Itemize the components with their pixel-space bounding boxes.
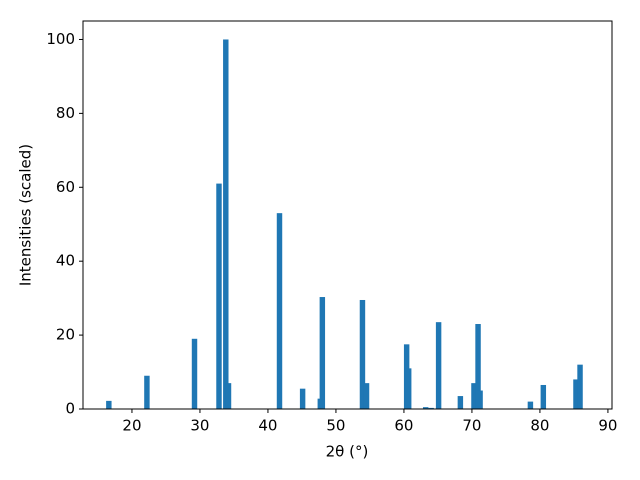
- bar: [573, 379, 579, 409]
- bar: [540, 384, 547, 409]
- bar: [457, 396, 464, 409]
- x-tick-label: 80: [530, 417, 549, 435]
- bar: [299, 388, 306, 409]
- x-tick-label: 50: [326, 417, 345, 435]
- bar: [577, 364, 583, 409]
- bar: [276, 213, 283, 409]
- x-tick-label: 60: [394, 417, 413, 435]
- y-tick-label: 0: [65, 400, 75, 418]
- bar: [471, 383, 477, 409]
- bar: [223, 39, 229, 409]
- bar: [477, 390, 483, 409]
- y-tick-label: 60: [56, 178, 75, 196]
- bar: [225, 383, 232, 409]
- x-axis-label: 2θ (°): [326, 443, 369, 461]
- bar: [144, 375, 150, 409]
- plot-frame: [82, 20, 613, 410]
- y-tick-label: 80: [56, 104, 75, 122]
- y-tick-label: 100: [46, 30, 75, 48]
- bar: [319, 297, 326, 409]
- y-tick-label: 40: [56, 252, 75, 270]
- bar: [359, 299, 366, 409]
- bar: [216, 183, 222, 409]
- bar: [435, 322, 442, 409]
- bar: [363, 383, 370, 409]
- bar: [106, 400, 112, 409]
- y-axis-label: Intensities (scaled): [17, 144, 35, 286]
- bar: [428, 407, 434, 409]
- bar: [422, 407, 429, 409]
- x-tick-label: 40: [258, 417, 277, 435]
- bar: [405, 368, 412, 409]
- x-tick-label: 20: [122, 417, 141, 435]
- y-tick-label: 20: [56, 326, 75, 344]
- x-tick-label: 30: [190, 417, 209, 435]
- bar: [527, 401, 534, 409]
- x-tick-label: 70: [462, 417, 481, 435]
- bar: [475, 324, 481, 409]
- x-tick-label: 90: [598, 417, 617, 435]
- bar: [191, 338, 198, 409]
